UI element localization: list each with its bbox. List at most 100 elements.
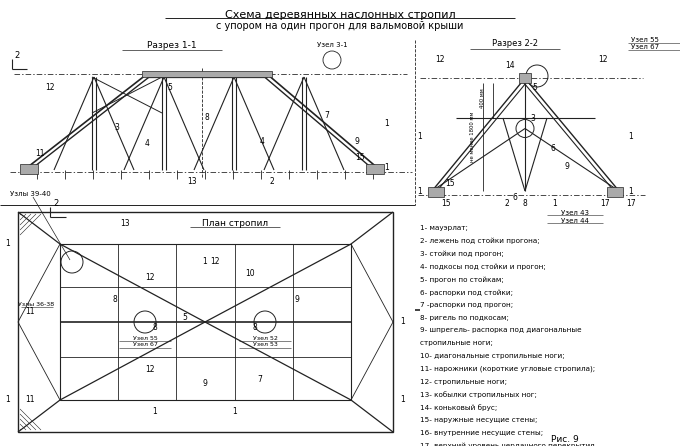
- Text: 12: 12: [146, 273, 155, 281]
- Text: Разрез 1-1: Разрез 1-1: [147, 41, 197, 50]
- Text: 11: 11: [25, 307, 35, 317]
- Text: 6: 6: [551, 144, 556, 153]
- Text: 12: 12: [210, 257, 220, 267]
- Text: 1: 1: [418, 132, 422, 141]
- Text: 13: 13: [120, 219, 130, 227]
- Bar: [18, 212, 393, 432]
- Text: Разрез 2-2: Разрез 2-2: [492, 40, 538, 49]
- Text: Узел 3-1: Узел 3-1: [317, 42, 347, 48]
- Text: не менее 1800 мм: не менее 1800 мм: [471, 112, 475, 162]
- Text: 15: 15: [445, 178, 455, 187]
- Text: 3- стойки под прогон;: 3- стойки под прогон;: [420, 251, 504, 257]
- Text: 5: 5: [167, 83, 173, 91]
- Text: 11: 11: [25, 396, 35, 405]
- Text: 1: 1: [628, 132, 633, 141]
- Text: 4- подкосы под стойки и прогон;: 4- подкосы под стойки и прогон;: [420, 264, 546, 270]
- Text: 1: 1: [203, 257, 207, 267]
- Text: 17: 17: [600, 198, 610, 207]
- Text: 1: 1: [418, 187, 422, 197]
- Text: Рис. 9: Рис. 9: [551, 435, 579, 444]
- Text: 1: 1: [233, 408, 237, 417]
- Bar: [607, 187, 623, 197]
- Text: 15: 15: [355, 153, 364, 162]
- Text: Узел 53: Узел 53: [252, 343, 277, 347]
- Text: 3: 3: [530, 114, 535, 123]
- Text: 12: 12: [435, 55, 445, 65]
- Text: 8: 8: [113, 296, 118, 305]
- Text: 1: 1: [401, 396, 405, 405]
- Text: 6- распорки под стойки;: 6- распорки под стойки;: [420, 289, 513, 296]
- Text: 1- мауэрлат;: 1- мауэрлат;: [420, 225, 468, 231]
- Text: План стропил: План стропил: [202, 219, 268, 227]
- Text: 10- диагональные стропильные ноги;: 10- диагональные стропильные ноги;: [420, 353, 564, 359]
- Text: 17- верхний уровень чердачного перекрытия.: 17- верхний уровень чердачного перекрыти…: [420, 442, 597, 446]
- Text: 7 -распорки под прогон;: 7 -распорки под прогон;: [420, 302, 513, 308]
- Text: Узел 44: Узел 44: [561, 218, 589, 224]
- Text: 11: 11: [35, 149, 45, 158]
- Text: 14: 14: [505, 62, 515, 70]
- Text: 8: 8: [253, 322, 257, 331]
- Text: 6: 6: [513, 194, 517, 202]
- Text: 1: 1: [5, 240, 10, 248]
- Text: 2- лежень под стойки прогона;: 2- лежень под стойки прогона;: [420, 238, 540, 244]
- Text: 2: 2: [14, 51, 20, 61]
- Text: Узел 43: Узел 43: [561, 210, 589, 216]
- Text: 11- нарожники (короткие угловые стропила);: 11- нарожники (короткие угловые стропила…: [420, 366, 595, 372]
- Text: Схема деревянных наслонных стропил: Схема деревянных наслонных стропил: [224, 10, 456, 20]
- Text: Узлы 36-38: Узлы 36-38: [18, 301, 54, 306]
- Text: 14- коньковый брус;: 14- коньковый брус;: [420, 404, 497, 411]
- Text: 1: 1: [5, 396, 10, 405]
- Text: 2: 2: [505, 198, 509, 207]
- Text: 12: 12: [598, 55, 608, 65]
- Text: 7: 7: [324, 111, 329, 120]
- Text: Узел 55: Узел 55: [133, 335, 157, 340]
- Text: Узел 67: Узел 67: [133, 343, 158, 347]
- Text: 13- кобылки стропильных ног;: 13- кобылки стропильных ног;: [420, 392, 537, 398]
- Text: 9: 9: [354, 136, 360, 145]
- Bar: [428, 187, 444, 197]
- Text: 1: 1: [385, 162, 390, 172]
- Text: 1: 1: [401, 318, 405, 326]
- Bar: [20, 164, 38, 174]
- Text: 1: 1: [553, 198, 558, 207]
- Text: 9: 9: [564, 162, 569, 171]
- Text: 4: 4: [145, 139, 150, 148]
- Text: 16- внутренние несущие стены;: 16- внутренние несущие стены;: [420, 430, 543, 436]
- Text: 10: 10: [245, 269, 255, 278]
- Text: 8: 8: [205, 113, 209, 123]
- Text: 8: 8: [523, 198, 528, 207]
- Text: 5: 5: [182, 313, 188, 322]
- Text: 5: 5: [532, 83, 537, 92]
- Text: Узел 67: Узел 67: [631, 44, 659, 50]
- Text: Узел 52: Узел 52: [252, 335, 277, 340]
- Bar: [366, 164, 384, 174]
- Text: 400 мм: 400 мм: [481, 88, 486, 108]
- Text: 1: 1: [628, 187, 633, 197]
- Text: 2: 2: [53, 199, 58, 208]
- Text: 15- наружные несущие стены;: 15- наружные несущие стены;: [420, 417, 537, 423]
- Text: 8: 8: [152, 322, 157, 331]
- Text: 9: 9: [294, 296, 299, 305]
- Text: с упором на один прогон для вальмовой крыши: с упором на один прогон для вальмовой кр…: [216, 21, 464, 31]
- Text: 15: 15: [441, 198, 451, 207]
- Text: 4: 4: [260, 136, 265, 145]
- Text: 7: 7: [258, 376, 262, 384]
- Text: 2: 2: [270, 178, 274, 186]
- Text: 1: 1: [152, 408, 157, 417]
- Text: 3: 3: [114, 124, 120, 132]
- Text: стропильные ноги;: стропильные ноги;: [420, 340, 493, 346]
- Bar: [519, 73, 531, 83]
- Text: 12: 12: [46, 83, 55, 92]
- Text: 8- ригель по подкосам;: 8- ригель по подкосам;: [420, 314, 509, 321]
- Text: 5- прогон по стойкам;: 5- прогон по стойкам;: [420, 276, 504, 283]
- Text: 12- стропильные ноги;: 12- стропильные ноги;: [420, 379, 507, 384]
- Text: 12: 12: [146, 366, 155, 375]
- Text: 9- шпрегель- распорка под диагональные: 9- шпрегель- распорка под диагональные: [420, 327, 581, 334]
- Bar: [142, 71, 272, 77]
- Text: Узел 55: Узел 55: [631, 37, 659, 43]
- Text: 9: 9: [203, 380, 207, 388]
- Text: 1: 1: [385, 119, 390, 128]
- Text: 17: 17: [626, 198, 636, 207]
- Text: Узлы 39-40: Узлы 39-40: [10, 191, 51, 197]
- Bar: [60, 244, 351, 400]
